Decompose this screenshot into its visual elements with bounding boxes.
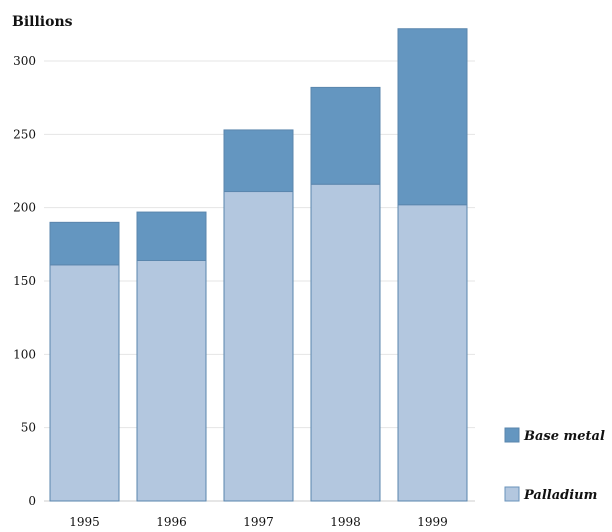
bar-base-metal-1999 bbox=[397, 28, 468, 206]
bar-base-metal-1996 bbox=[136, 211, 207, 261]
bar-palladium-1996 bbox=[136, 259, 207, 502]
y-axis-ticks: 0 50 100 150 200 250 300 bbox=[13, 54, 36, 508]
y-tick-label: 300 bbox=[13, 54, 36, 68]
y-tick-label: 0 bbox=[28, 494, 36, 508]
y-axis-label: Billions bbox=[12, 14, 73, 30]
bar-palladium-1995 bbox=[49, 264, 120, 502]
legend: Base metal Palladium bbox=[504, 427, 605, 503]
y-tick-label: 50 bbox=[21, 421, 36, 435]
bar-base-metal-1998 bbox=[310, 86, 381, 185]
bar-palladium-1997 bbox=[223, 191, 294, 502]
legend-label-palladium: Palladium bbox=[523, 488, 597, 503]
x-tick-label: 1997 bbox=[243, 515, 274, 529]
legend-swatch-base-metal bbox=[504, 427, 520, 443]
bar-palladium-1999 bbox=[397, 204, 468, 502]
x-tick-label: 1995 bbox=[69, 515, 100, 529]
y-tick-label: 150 bbox=[13, 274, 36, 288]
x-axis-ticks: 1995 1996 1997 1998 1999 bbox=[69, 515, 448, 529]
x-tick-label: 1998 bbox=[330, 515, 361, 529]
bars bbox=[49, 28, 468, 502]
x-tick-label: 1999 bbox=[417, 515, 448, 529]
y-tick-label: 200 bbox=[13, 201, 36, 215]
bar-palladium-1998 bbox=[310, 183, 381, 502]
y-tick-label: 100 bbox=[13, 347, 36, 361]
bar-base-metal-1997 bbox=[223, 129, 294, 193]
legend-swatch-palladium bbox=[504, 486, 520, 502]
legend-item-palladium: Palladium bbox=[504, 486, 597, 503]
x-tick-label: 1996 bbox=[156, 515, 187, 529]
y-tick-label: 250 bbox=[13, 127, 36, 141]
legend-label-base-metal: Base metal bbox=[523, 429, 605, 444]
bar-base-metal-1995 bbox=[49, 221, 120, 266]
legend-item-base-metal: Base metal bbox=[504, 427, 605, 444]
